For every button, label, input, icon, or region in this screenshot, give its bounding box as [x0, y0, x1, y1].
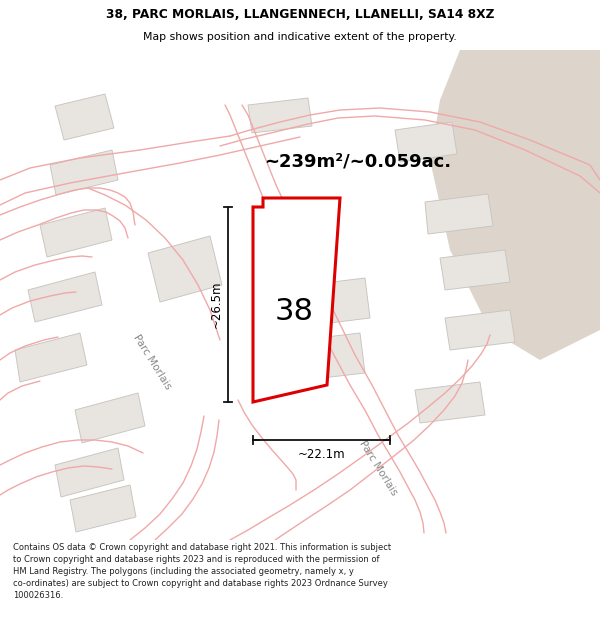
Text: 38: 38: [275, 298, 314, 326]
Text: Parc Morlais: Parc Morlais: [131, 332, 173, 391]
Text: 38, PARC MORLAIS, LLANGENNECH, LLANELLI, SA14 8XZ: 38, PARC MORLAIS, LLANGENNECH, LLANELLI,…: [106, 8, 494, 21]
Polygon shape: [300, 333, 365, 380]
Polygon shape: [50, 150, 118, 195]
Polygon shape: [15, 333, 87, 382]
Text: ~26.5m: ~26.5m: [209, 281, 223, 328]
Polygon shape: [148, 236, 222, 302]
Polygon shape: [415, 382, 485, 423]
Polygon shape: [28, 272, 102, 322]
Text: ~239m²/~0.059ac.: ~239m²/~0.059ac.: [265, 153, 452, 171]
Polygon shape: [425, 194, 493, 234]
Polygon shape: [440, 250, 510, 290]
Text: Contains OS data © Crown copyright and database right 2021. This information is : Contains OS data © Crown copyright and d…: [13, 542, 391, 600]
Polygon shape: [70, 485, 136, 532]
Text: ~22.1m: ~22.1m: [298, 449, 346, 461]
Polygon shape: [395, 122, 457, 162]
Polygon shape: [253, 198, 340, 402]
Polygon shape: [40, 208, 112, 257]
Polygon shape: [445, 310, 515, 350]
Polygon shape: [55, 94, 114, 140]
Polygon shape: [308, 278, 370, 325]
Text: Parc Morlais: Parc Morlais: [357, 439, 399, 498]
Text: Map shows position and indicative extent of the property.: Map shows position and indicative extent…: [143, 32, 457, 42]
Polygon shape: [55, 448, 124, 497]
Polygon shape: [75, 393, 145, 443]
Polygon shape: [248, 98, 312, 133]
Polygon shape: [430, 50, 600, 360]
